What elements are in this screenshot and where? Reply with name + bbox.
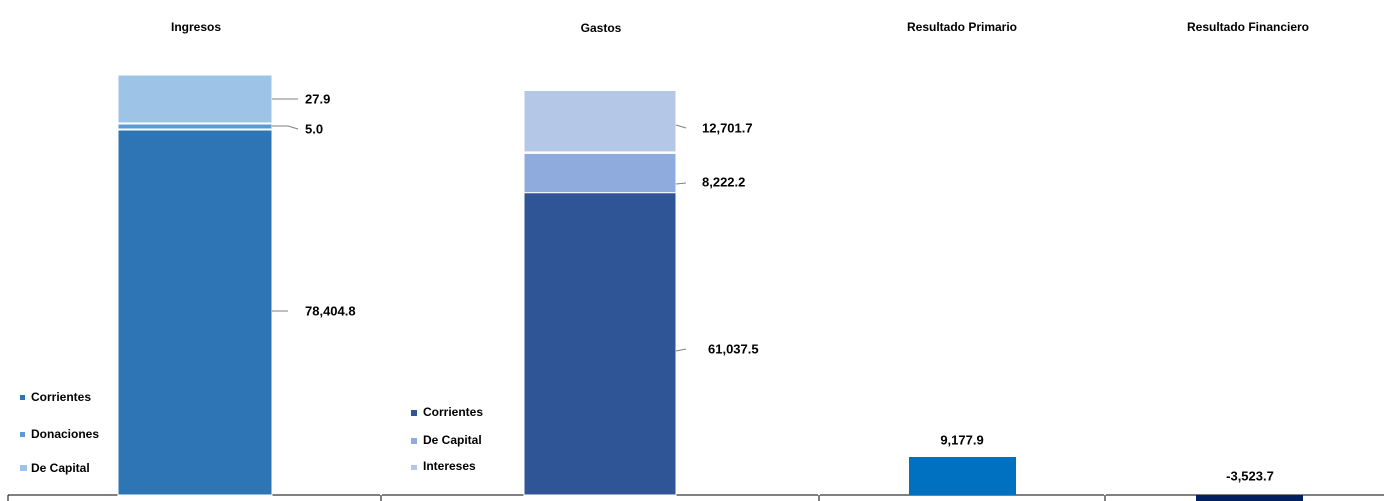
title-resultado-primario: Resultado Primario (907, 20, 1017, 34)
legend-swatch-ingresos-donaciones (20, 432, 25, 437)
legend-swatch-gastos-de-capital (411, 438, 417, 444)
bars-gastos (523, 90, 677, 496)
bar-ingresos-donaciones (117, 123, 273, 130)
bar-ingresos-de-capital (117, 74, 273, 124)
legend-gastos: Corrientes De Capital Intereses (411, 405, 483, 473)
bar-resultado-financiero (1196, 495, 1303, 501)
legend-swatch-gastos-corrientes (411, 410, 417, 416)
legend-swatch-gastos-intereses (411, 465, 417, 470)
bars-ingresos (117, 74, 273, 496)
bar-gastos-de-capital (523, 152, 677, 194)
leader-gastos-de-capital (675, 182, 687, 185)
title-gastos: Gastos (581, 21, 622, 35)
legend-ingresos: Corrientes Donaciones De Capital (20, 390, 99, 475)
leader-ingresos-donaciones (272, 125, 299, 130)
leader-gastos-corrientes (675, 348, 687, 352)
legend-label-ingresos-donaciones: Donaciones (31, 427, 99, 441)
leader-gastos-intereses (675, 124, 687, 129)
data-label-resultado-financiero: -3,523.7 (1226, 468, 1274, 483)
data-label-resultado-primario: 9,177.9 (940, 432, 983, 447)
leaders-gastos (675, 124, 687, 352)
data-label-ingresos-donaciones: 5.0 (305, 121, 323, 136)
legend-label-gastos-de-capital: De Capital (423, 433, 482, 447)
data-label-gastos-corrientes: 61,037.5 (708, 341, 759, 356)
data-label-gastos-intereses: 12,701.7 (702, 120, 753, 135)
legend-label-ingresos-corrientes: Corrientes (31, 390, 91, 404)
title-resultado-financiero: Resultado Financiero (1187, 20, 1309, 34)
bar-gastos-intereses (523, 90, 677, 153)
legend-label-ingresos-de-capital: De Capital (31, 461, 90, 475)
data-label-ingresos-de-capital: 27.9 (305, 91, 330, 106)
data-label-gastos-de-capital: 8,222.2 (702, 174, 745, 189)
leaders-ingresos (272, 98, 299, 312)
bar-ingresos-corrientes (117, 129, 273, 496)
bar-gastos-corrientes (523, 192, 677, 496)
legend-label-gastos-corrientes: Corrientes (423, 405, 483, 419)
title-ingresos: Ingresos (171, 20, 221, 34)
bar-resultado-primario (909, 457, 1016, 495)
data-label-ingresos-corrientes: 78,404.8 (305, 303, 356, 318)
legend-swatch-ingresos-corrientes (20, 395, 25, 400)
legend-label-gastos-intereses: Intereses (423, 459, 476, 473)
panel-frames (7, 494, 1384, 501)
legend-swatch-ingresos-de-capital (20, 465, 27, 471)
